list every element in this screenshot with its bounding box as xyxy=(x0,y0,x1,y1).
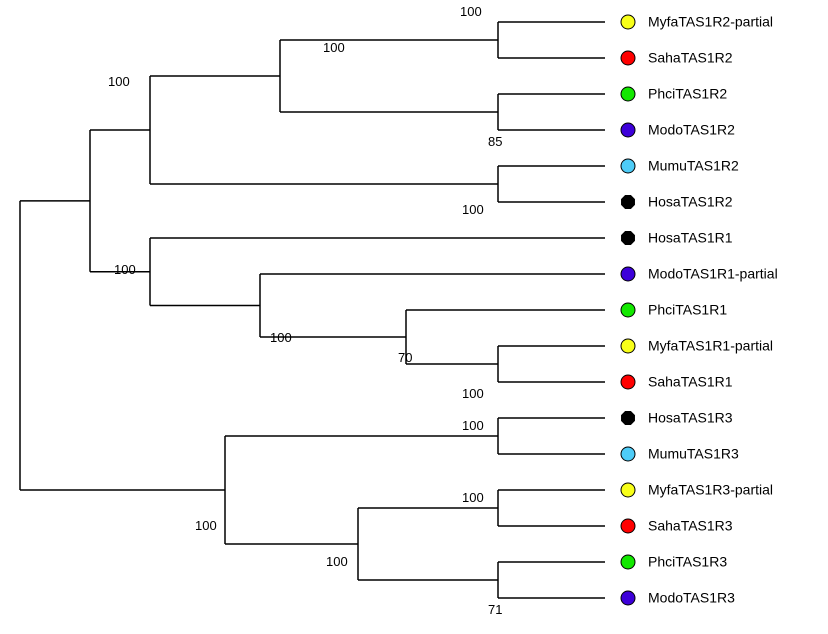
leaf-marker xyxy=(621,483,635,497)
leaf-label: SahaTAS1R3 xyxy=(648,518,733,534)
leaf-label: MyfaTAS1R1-partial xyxy=(648,338,773,354)
leaf-label: ModoTAS1R1-partial xyxy=(648,266,778,282)
leaf-marker xyxy=(621,15,635,29)
bootstrap-value: 100 xyxy=(460,4,482,19)
bootstrap-value: 100 xyxy=(462,202,484,217)
leaf-label: SahaTAS1R1 xyxy=(648,374,733,390)
bootstrap-value: 100 xyxy=(108,74,130,89)
leaf-label: MyfaTAS1R3-partial xyxy=(648,482,773,498)
bootstrap-value: 85 xyxy=(488,134,502,149)
bootstrap-value: 100 xyxy=(270,330,292,345)
leaf-marker xyxy=(621,51,635,65)
leaf-marker xyxy=(621,87,635,101)
phylogenetic-tree: 100 85 100 100 100 100 70 100 100 100 100 71 100 100 M… xyxy=(0,0,828,634)
leaf-label: PhciTAS1R3 xyxy=(648,554,727,570)
leaf-label: HosaTAS1R2 xyxy=(648,194,733,210)
leaves: MyfaTAS1R2-partial SahaTAS1R2 PhciTAS1R2 Mo… xyxy=(621,14,778,606)
bootstrap-value: 100 xyxy=(114,262,136,277)
leaf-marker xyxy=(621,339,635,353)
leaf-marker xyxy=(621,447,635,461)
leaf-marker xyxy=(621,123,635,137)
bootstrap-value: 100 xyxy=(462,386,484,401)
leaf-label: ModoTAS1R2 xyxy=(648,122,735,138)
leaf-marker xyxy=(621,375,635,389)
bootstrap-value: 70 xyxy=(398,350,412,365)
bootstrap-value: 100 xyxy=(323,40,345,55)
leaf-marker xyxy=(621,519,635,533)
leaf-marker xyxy=(621,267,635,281)
leaf-marker xyxy=(622,412,635,425)
leaf-marker xyxy=(622,232,635,245)
bootstrap-value: 100 xyxy=(462,418,484,433)
leaf-marker xyxy=(621,303,635,317)
leaf-label: MumuTAS1R3 xyxy=(648,446,739,462)
leaf-label: ModoTAS1R3 xyxy=(648,590,735,606)
leaf-label: HosaTAS1R1 xyxy=(648,230,733,246)
leaf-label: MyfaTAS1R2-partial xyxy=(648,14,773,30)
leaf-marker xyxy=(621,591,635,605)
leaf-marker xyxy=(621,159,635,173)
leaf-label: HosaTAS1R3 xyxy=(648,410,733,426)
leaf-label: SahaTAS1R2 xyxy=(648,50,733,66)
branches xyxy=(20,22,605,598)
bootstrap-value: 100 xyxy=(326,554,348,569)
leaf-marker xyxy=(621,555,635,569)
bootstrap-value: 71 xyxy=(488,602,502,617)
bootstrap-value: 100 xyxy=(195,518,217,533)
leaf-label: MumuTAS1R2 xyxy=(648,158,739,174)
leaf-marker xyxy=(622,196,635,209)
bootstrap-value: 100 xyxy=(462,490,484,505)
leaf-label: PhciTAS1R2 xyxy=(648,86,727,102)
leaf-label: PhciTAS1R1 xyxy=(648,302,727,318)
